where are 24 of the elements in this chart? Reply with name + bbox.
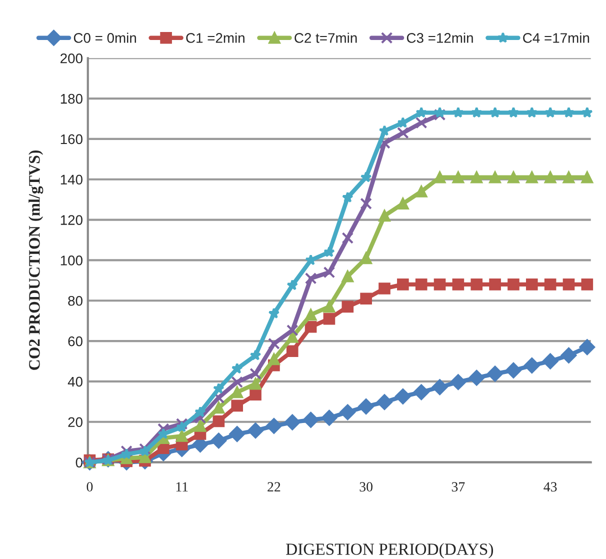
y-tick-label: 200: [60, 53, 82, 64]
x-tick-label: 11: [176, 482, 188, 492]
y-tick-label: 160: [60, 134, 82, 144]
legend-label: C0 = 0min: [74, 32, 136, 43]
y-axis-title: CO2 PRODUCTION (ml/gTVS): [28, 150, 44, 370]
legend-label: C3 =12min: [406, 32, 473, 43]
y-tick-label: 80: [68, 296, 82, 306]
y-tick-label: 140: [60, 174, 82, 185]
x-tick-label: 0: [86, 482, 93, 492]
x-tick-label: 43: [544, 482, 557, 492]
x-tick-label: 22: [268, 482, 280, 492]
y-tick-label: 120: [60, 215, 82, 225]
legend-label: C2 t=7min: [294, 32, 357, 43]
y-tick-label: 0: [76, 458, 82, 468]
legend-label: C4 =17min: [523, 32, 590, 43]
x-tick-label: 37: [452, 482, 465, 492]
y-tick-label: 20: [68, 417, 82, 428]
y-tick-label: 180: [60, 94, 82, 104]
y-tick-label: 40: [68, 376, 82, 387]
y-tick-label: 100: [60, 256, 82, 266]
y-tick-label: 60: [68, 336, 82, 346]
legend-label: C1 =2min: [186, 32, 244, 43]
x-axis-title: DIGESTION PERIOD(DAYS): [286, 543, 494, 558]
x-tick-label: 30: [360, 482, 372, 492]
